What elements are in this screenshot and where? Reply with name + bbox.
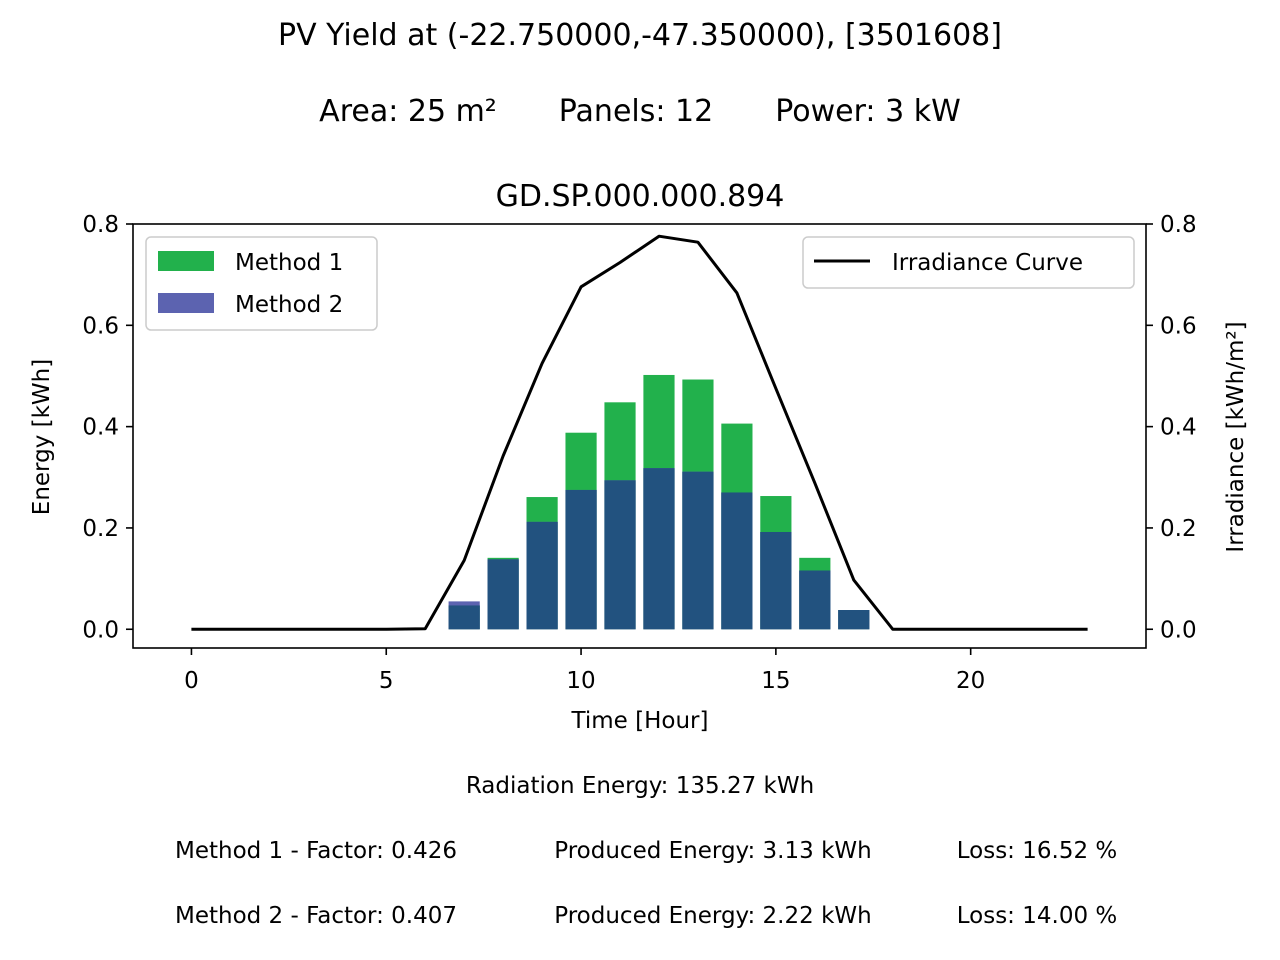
overlap-bar [526,521,558,630]
overlap-bar [604,480,636,630]
y2-tick-label: 0.4 [1160,415,1197,441]
legend-method2-label: Method 2 [235,292,343,318]
y2-tick-label: 0.0 [1160,617,1197,643]
spec-power: Power: 3 kW [775,94,960,129]
legend-method2-swatch [158,293,214,313]
y-axis-left: 0.0 0.2 0.4 0.6 0.8 [82,212,133,643]
chart-subtitle: GD.SP.000.000.894 [496,179,785,214]
method2-produced: Produced Energy: 2.22 kWh [554,903,871,929]
y2-axis-label: Irradiance [kWh/m²] [1223,321,1249,552]
plot-area-frame [132,223,1147,649]
legend-irradiance: Irradiance Curve [802,236,1135,289]
irradiance-curve-line [191,234,1088,631]
method1-loss: Loss: 16.52 % [957,838,1118,864]
overlap-bar [682,471,714,630]
method1-factor: Method 1 - Factor: 0.426 [175,838,457,864]
y-tick-label: 0.8 [82,212,119,238]
overlap-bar [760,531,792,630]
y-tick-label: 0.6 [82,313,119,339]
method2-factor: Method 2 - Factor: 0.407 [175,903,457,929]
overlap-bar [643,468,675,630]
overlap-bar [721,492,753,630]
overlap-bar [448,605,480,630]
y2-tick-label: 0.8 [1160,212,1197,238]
overlap-bars [448,468,870,630]
y2-tick-label: 0.6 [1160,313,1197,339]
x-tick-label: 20 [956,668,985,694]
overlap-bar [799,570,831,630]
y-axis-label: Energy [kWh] [29,359,55,515]
overlap-bar [838,610,870,630]
y2-tick-label: 0.2 [1160,516,1197,542]
x-tick-label: 10 [566,668,595,694]
radiation-energy: Radiation Energy: 135.27 kWh [466,773,814,799]
legend-irradiance-label: Irradiance Curve [892,250,1083,276]
legend-method1-label: Method 1 [235,250,343,276]
x-axis-label: Time [Hour] [571,708,709,734]
legend-methods: Method 1 Method 2 [145,236,378,331]
legend-irradiance-box [802,236,1135,289]
y-tick-label: 0.2 [82,516,119,542]
x-tick-label: 15 [761,668,790,694]
overlap-bar [487,559,519,630]
y-tick-label: 0.0 [82,617,119,643]
y-axis-right: 0.0 0.2 0.4 0.6 0.8 [1146,212,1197,643]
chart-title: PV Yield at (-22.750000,-47.350000), [35… [278,18,1002,53]
legend-method1-swatch [158,251,214,271]
x-axis: 0 5 10 15 20 [184,648,985,694]
spec-area: Area: 25 m² [319,94,497,129]
overlap-bar [565,489,597,630]
y-tick-label: 0.4 [82,415,119,441]
method1-produced: Produced Energy: 3.13 kWh [554,838,871,864]
method2-loss: Loss: 14.00 % [957,903,1118,929]
x-tick-label: 0 [184,668,199,694]
spec-panels: Panels: 12 [559,94,713,129]
x-tick-label: 5 [379,668,394,694]
